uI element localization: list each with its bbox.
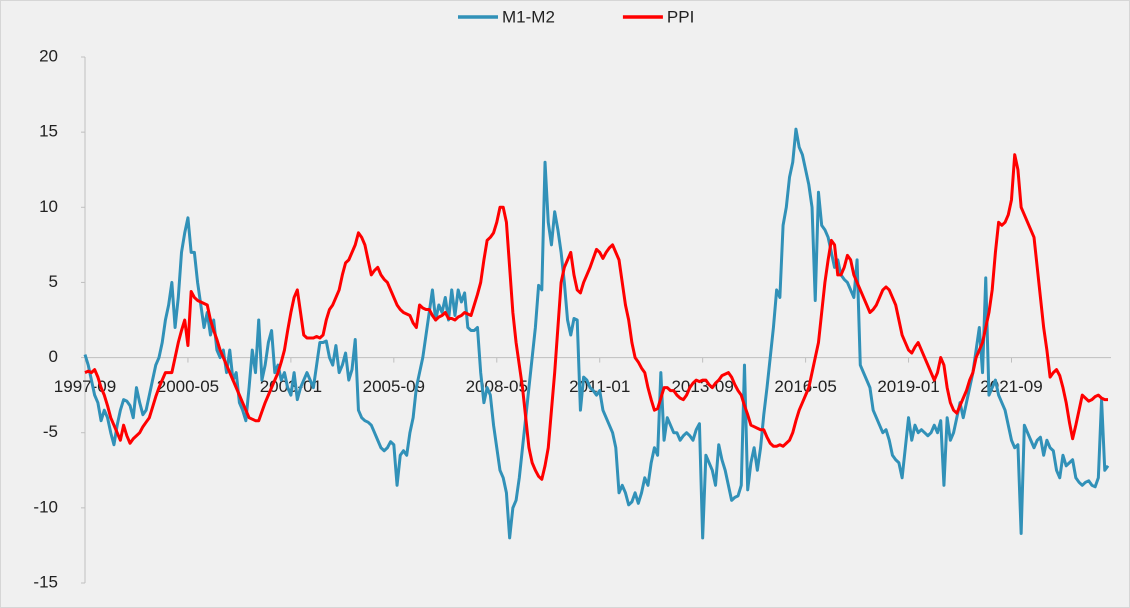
x-tick-label: 2000-05 [157, 377, 219, 396]
legend: M1-M2 PPI [458, 7, 694, 26]
y-tick-label: 0 [49, 347, 58, 366]
y-tick-label: 15 [39, 122, 58, 141]
legend-label: PPI [667, 7, 694, 26]
y-tick-label: 10 [39, 197, 58, 216]
series-line [84, 153, 1108, 481]
y-tick-label: -5 [43, 422, 58, 441]
x-tick-label: 2005-09 [363, 377, 425, 396]
x-tick-label: 2008-05 [466, 377, 528, 396]
y-tick-label: 5 [49, 272, 58, 291]
x-tick-label: 1997-09 [54, 377, 116, 396]
x-tick-label: 2019-01 [877, 377, 939, 396]
y-tick-label: 20 [39, 46, 58, 65]
x-tick-label: 2016-05 [774, 377, 836, 396]
y-tick-label: -15 [33, 572, 58, 591]
legend-label: M1-M2 [502, 7, 555, 26]
y-tick-label: -10 [33, 497, 58, 516]
series-line [83, 127, 1110, 540]
